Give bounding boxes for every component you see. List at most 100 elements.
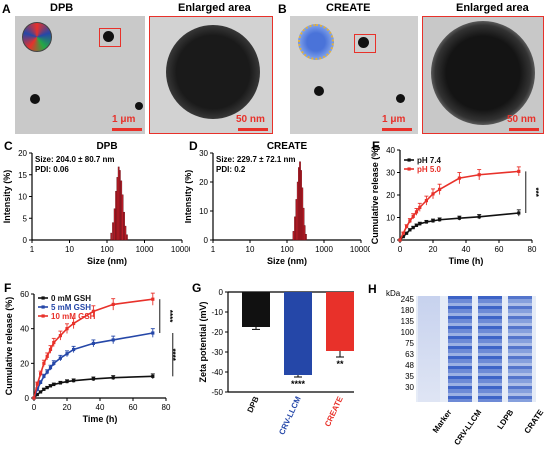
gel-marker-label: 100	[400, 328, 414, 337]
data-point	[414, 210, 419, 214]
data-point	[401, 231, 405, 235]
data-point	[91, 377, 95, 381]
significance-label: ****	[291, 379, 306, 389]
gel-lane	[478, 296, 502, 402]
y-tick-label: 15	[18, 171, 27, 180]
legend-marker	[41, 314, 45, 318]
significance-label: ***	[531, 188, 540, 198]
data-point	[431, 192, 435, 196]
x-tick-label: 60	[129, 403, 138, 412]
panel-letter: C	[4, 139, 13, 153]
data-point	[418, 205, 422, 209]
legend-label: pH 7.4	[417, 156, 442, 165]
zeta-bar	[326, 292, 354, 351]
y-tick-label: 30	[386, 169, 395, 178]
data-point	[72, 321, 76, 326]
data-point	[408, 228, 412, 232]
y-tick-label: -20	[211, 328, 223, 337]
data-point	[414, 223, 419, 227]
y-tick-label: 0	[25, 394, 30, 403]
gel-marker-label: 63	[405, 350, 414, 359]
y-tick-label: 30	[199, 149, 208, 158]
annotation: Size: 204.0 ± 80.7 nm	[35, 155, 115, 164]
significance-label: **	[336, 359, 344, 369]
scale-bar	[238, 128, 268, 131]
data-point	[411, 214, 415, 218]
data-point	[58, 334, 62, 338]
data-point	[111, 338, 115, 342]
chart-size-dpb: 0 5 10 15 20 1 10 100 1000 10000 Size (nm) Intensit…	[2, 139, 190, 266]
data-point	[35, 387, 39, 391]
zeta-bar	[284, 292, 312, 375]
panel-letter: G	[192, 281, 201, 295]
y-tick-label: 0	[204, 236, 209, 245]
data-point	[424, 220, 428, 224]
histogram-bar	[112, 222, 114, 241]
legend-label: 5 mM GSH	[51, 303, 91, 312]
particle-enlarged	[431, 21, 535, 125]
scale-label: 1 μm	[112, 114, 136, 125]
data-point	[65, 327, 69, 331]
data-point	[411, 226, 415, 230]
gel-lane-label: LDPB	[495, 408, 516, 432]
data-point	[35, 392, 39, 397]
data-point	[39, 390, 43, 394]
significance-label: ****	[168, 348, 177, 361]
data-point	[72, 347, 76, 352]
gel-lane-label: CRATE	[522, 408, 546, 436]
data-point	[111, 302, 115, 306]
particle-enlarged	[166, 25, 260, 119]
gel-marker-label: 245	[400, 295, 414, 304]
data-point	[111, 376, 115, 380]
data-point	[477, 173, 481, 177]
significance-label: ****	[165, 310, 174, 323]
x-tick-label: 1000	[136, 245, 154, 254]
scale-bar	[382, 128, 412, 131]
histogram-bar	[303, 225, 306, 241]
y-axis-label: Cumulative release (%)	[370, 146, 380, 245]
y-tick-label: -30	[211, 348, 223, 357]
legend-marker	[407, 167, 411, 171]
x-tick-label: 40	[462, 245, 471, 254]
data-point	[48, 384, 53, 388]
data-point	[58, 356, 62, 360]
scale-bar	[112, 128, 142, 131]
legend-label: 0 mM GSH	[51, 294, 91, 303]
y-tick-label: -10	[211, 308, 223, 317]
gel-marker-label: 135	[400, 317, 414, 326]
panel-a: A DPB Enlarged area 1 μm 50 nm	[0, 0, 275, 135]
data-point	[35, 382, 39, 386]
data-point	[52, 340, 56, 345]
particle	[103, 31, 114, 42]
scale-label: 50 nm	[507, 114, 536, 125]
histogram-bar	[124, 225, 127, 241]
data-point	[401, 235, 405, 239]
y-tick-label: 10	[386, 214, 395, 223]
scale-bar	[509, 128, 539, 131]
x-tick-label: 10000	[171, 245, 190, 254]
data-point	[45, 354, 49, 358]
panel-h: H kDa 245 180 135 100 75 63 48 35 30 Mar…	[366, 280, 546, 447]
y-tick-label: 20	[386, 191, 395, 200]
y-tick-label: 40	[386, 146, 395, 155]
data-point	[438, 187, 442, 191]
x-tick-label: 20	[429, 245, 438, 254]
x-tick-label: 10	[246, 245, 255, 254]
histogram-bar	[110, 232, 113, 241]
data-point	[91, 309, 95, 313]
gel-lane-marker	[418, 296, 440, 402]
panel-letter-b: B	[278, 2, 287, 16]
selection-box	[354, 34, 376, 53]
particle	[30, 94, 40, 104]
y-axis-label: Cumulative release (%)	[4, 297, 14, 396]
data-point	[52, 382, 56, 387]
y-axis-label: Intensity (%)	[2, 170, 12, 224]
zeta-bar	[242, 292, 270, 327]
x-tick-label: 0	[32, 403, 37, 412]
x-axis-label: Time (h)	[449, 256, 484, 266]
x-tick-label: 10000	[350, 245, 370, 254]
tem-enlarged-create: 50 nm	[422, 16, 544, 134]
x-tick-label: 0	[398, 245, 403, 254]
data-point	[39, 380, 43, 384]
gel-marker-label: 75	[405, 339, 414, 348]
